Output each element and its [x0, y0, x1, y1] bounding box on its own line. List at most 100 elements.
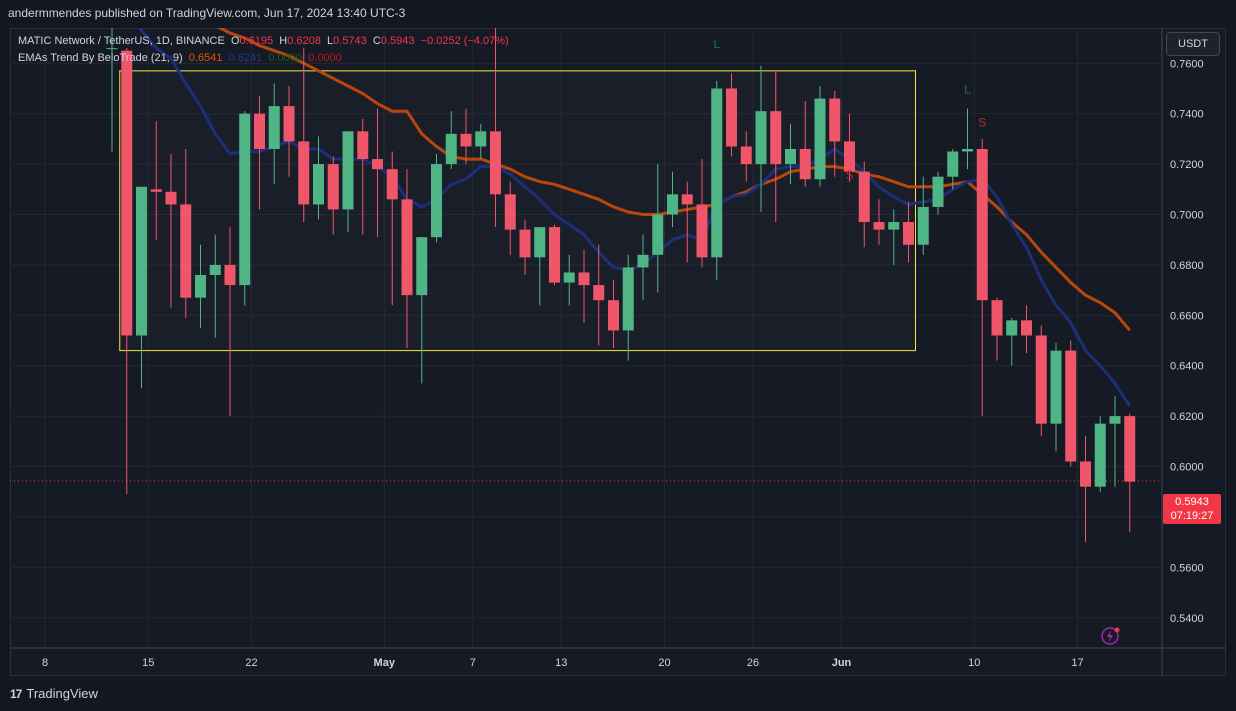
candle-body: [962, 148, 973, 152]
candle-body: [165, 191, 177, 205]
signal-label: S: [845, 168, 853, 182]
candle-body: [622, 267, 634, 331]
candle-body: [150, 189, 162, 192]
candle-body: [1065, 350, 1077, 462]
x-tick-label: 15: [142, 657, 154, 669]
candle-body: [1094, 423, 1106, 487]
footer[interactable]: 17 TradingView: [10, 686, 98, 701]
y-tick-label: 0.7600: [1170, 58, 1204, 70]
candle-body: [947, 151, 959, 177]
candle-body: [740, 146, 752, 165]
candle-body: [991, 300, 1003, 336]
tradingview-logo-icon: 17: [10, 686, 22, 701]
x-tick-label: 13: [555, 657, 567, 669]
candle-body: [386, 169, 398, 200]
y-tick-label: 0.7000: [1170, 210, 1204, 222]
y-tick-label: 0.5400: [1170, 613, 1204, 625]
x-tick-label: 26: [747, 657, 759, 669]
candle-body: [1050, 350, 1062, 424]
x-tick-label: 10: [968, 657, 980, 669]
candle-body: [785, 148, 796, 165]
y-tick-label: 0.6600: [1170, 310, 1204, 322]
candle-body: [357, 131, 369, 160]
range-box: [119, 70, 916, 352]
candle-body: [1124, 416, 1136, 482]
candle-body: [490, 131, 501, 195]
candle-body: [342, 131, 354, 210]
candle-body: [814, 98, 826, 180]
currency-button[interactable]: USDT: [1166, 32, 1220, 56]
indicator-name[interactable]: EMAs Trend By BeloTrade (21, 9): [18, 52, 183, 64]
candle-body: [726, 88, 737, 147]
candle-body: [873, 222, 885, 230]
y-tick-label: 0.7200: [1170, 159, 1204, 171]
legend-main[interactable]: MATIC Network / TetherUS, 1D, BINANCE O 0…: [18, 35, 509, 47]
candle-body: [445, 133, 457, 165]
y-tick-label: 0.6000: [1170, 462, 1204, 474]
legend-c-label: C: [372, 35, 381, 47]
candle-body: [903, 222, 914, 245]
legend-change: −0.0252 (−4.07%): [420, 35, 509, 47]
candle-body: [932, 176, 944, 207]
legend-low: 0.5743: [333, 35, 367, 47]
candle-body: [770, 111, 782, 165]
candle-body: [431, 164, 442, 238]
candle-body: [844, 141, 855, 172]
indicator-value-4: 0.0000: [308, 52, 342, 64]
y-tick-label: 0.6800: [1170, 260, 1204, 272]
candle-body: [283, 106, 295, 142]
candle-body: [1109, 416, 1121, 424]
indicator-value-3: 0.0000: [268, 52, 303, 64]
publisher-line: andermmendes published on TradingView.co…: [8, 6, 406, 20]
candle-body: [224, 264, 236, 286]
y-tick-label: 0.7400: [1170, 109, 1204, 121]
x-tick-label: 17: [1071, 657, 1083, 669]
candle-body: [799, 148, 811, 180]
candle-body: [858, 171, 870, 223]
candle-body: [917, 206, 929, 245]
x-tick-label: 22: [245, 657, 257, 669]
bar-countdown: 07:19:27: [1170, 510, 1214, 522]
legend-h-label: H: [279, 35, 288, 47]
candle-body: [888, 222, 900, 230]
y-tick-label: 0.6400: [1170, 361, 1204, 373]
candle-body: [696, 204, 708, 258]
candle-body: [195, 274, 206, 298]
candle-body: [1006, 320, 1018, 336]
legend-indicator[interactable]: EMAs Trend By BeloTrade (21, 9) 0.6541 0…: [18, 52, 342, 64]
indicator-value-2: 0.6241: [228, 52, 263, 64]
candle-body: [976, 148, 988, 301]
candle-body: [578, 272, 590, 286]
candle-body: [401, 199, 413, 296]
candle-body: [209, 264, 221, 275]
candle-body: [1080, 461, 1091, 487]
candle-body: [681, 194, 693, 205]
legend-symbol[interactable]: MATIC Network / TetherUS, 1D, BINANCE: [18, 35, 225, 47]
x-tick-label: May: [374, 657, 396, 669]
chart-area[interactable]: [10, 28, 1226, 676]
candle-body: [563, 272, 575, 283]
candle-body: [372, 159, 383, 170]
y-tick-label: 0.6200: [1170, 411, 1204, 423]
candle-body: [313, 164, 324, 205]
candle-body: [504, 194, 516, 230]
candle-body: [1021, 320, 1032, 336]
signal-label: L: [713, 37, 720, 51]
candle-body: [652, 214, 664, 255]
candle-body: [549, 227, 560, 283]
y-tick-label: 0.5600: [1170, 562, 1204, 574]
candle-body: [239, 113, 251, 286]
candle-body: [460, 133, 472, 147]
x-tick-label: 7: [470, 657, 476, 669]
footer-brand[interactable]: TradingView: [26, 686, 98, 701]
x-tick-label: 20: [658, 657, 670, 669]
candle-body: [254, 113, 265, 149]
candle-body: [327, 164, 339, 210]
candle-body: [121, 50, 133, 336]
lightning-icon[interactable]: [1100, 624, 1122, 646]
legend-o-label: O: [230, 35, 240, 47]
candle-body: [268, 106, 280, 149]
legend-high: 0.6208: [287, 35, 321, 47]
